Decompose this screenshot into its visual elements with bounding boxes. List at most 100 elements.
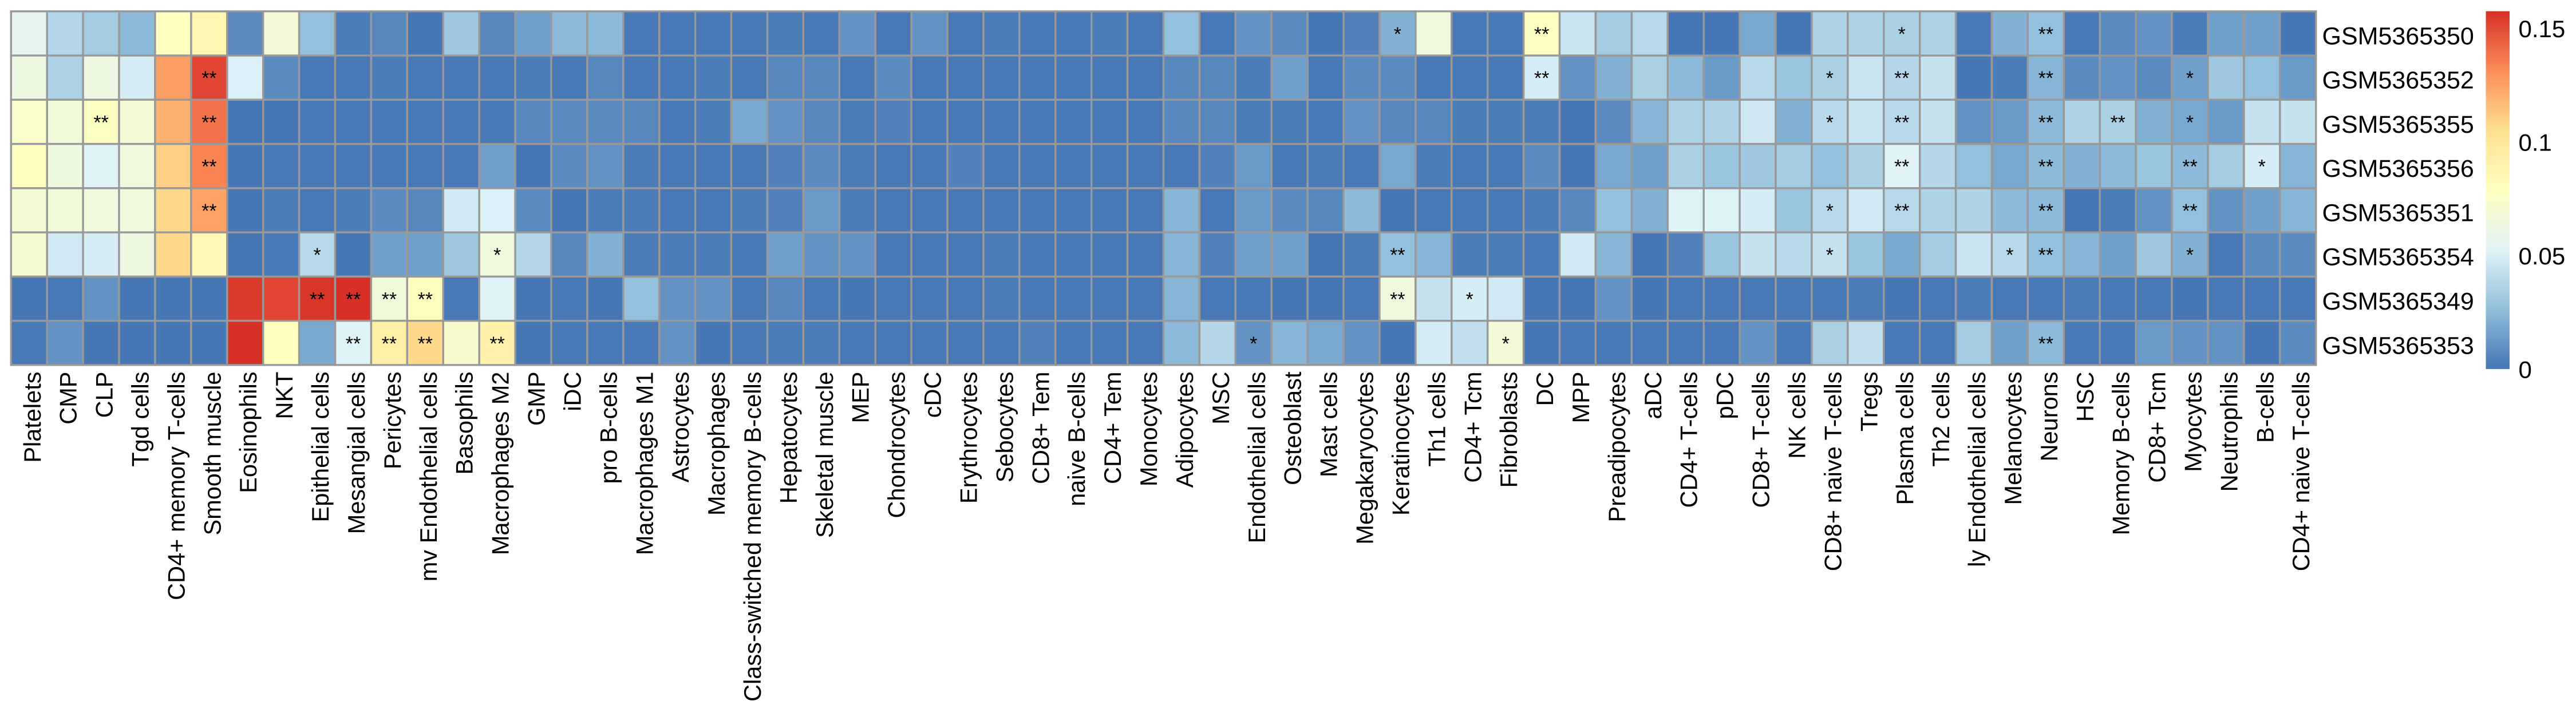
svg-text:*: * [2006, 244, 2013, 266]
svg-text:CD4+ memory T-cells: CD4+ memory T-cells [163, 372, 189, 600]
svg-text:*: * [2258, 156, 2266, 178]
svg-text:MPP: MPP [1567, 372, 1594, 423]
svg-text:Adipocytes: Adipocytes [1171, 372, 1198, 488]
svg-text:Endothelial cells: Endothelial cells [1243, 372, 1270, 544]
svg-text:*: * [1250, 333, 1257, 355]
svg-text:**: ** [489, 333, 504, 355]
svg-text:**: ** [202, 156, 216, 178]
svg-text:CD8+ naive T-cells: CD8+ naive T-cells [1819, 372, 1846, 572]
svg-text:**: ** [2038, 68, 2053, 89]
svg-text:CD4+ Tem: CD4+ Tem [1099, 372, 1126, 484]
svg-text:**: ** [1894, 68, 1909, 89]
svg-text:Smooth muscle: Smooth muscle [199, 372, 226, 536]
svg-text:Monocytes: Monocytes [1135, 372, 1162, 487]
svg-text:MEP: MEP [847, 372, 874, 423]
svg-text:CD8+ T-cells: CD8+ T-cells [1748, 372, 1775, 508]
svg-text:Platelets: Platelets [19, 372, 46, 463]
svg-text:pDC: pDC [1712, 372, 1739, 419]
svg-text:*: * [2186, 244, 2194, 266]
svg-text:MSC: MSC [1207, 372, 1234, 425]
svg-text:Osteoblast: Osteoblast [1279, 371, 1306, 485]
svg-text:**: ** [310, 289, 325, 311]
svg-text:*: * [313, 244, 321, 266]
svg-text:Class-switched memory B-cells: Class-switched memory B-cells [739, 372, 766, 702]
svg-text:CD8+ Tcm: CD8+ Tcm [2144, 372, 2171, 483]
svg-text:naive B-cells: naive B-cells [1063, 372, 1090, 506]
svg-text:pro B-cells: pro B-cells [595, 372, 622, 484]
svg-text:**: ** [2038, 244, 2053, 266]
svg-text:*: * [1826, 68, 1834, 89]
svg-text:**: ** [1390, 289, 1405, 311]
svg-text:**: ** [2038, 23, 2053, 45]
svg-text:*: * [2186, 112, 2194, 134]
svg-text:*: * [1466, 289, 1473, 311]
svg-text:Astrocytes: Astrocytes [667, 372, 694, 483]
svg-text:**: ** [1894, 200, 1909, 222]
svg-text:CD4+ Tcm: CD4+ Tcm [1459, 372, 1486, 483]
svg-text:**: ** [1894, 112, 1909, 134]
svg-text:**: ** [202, 112, 216, 134]
svg-text:0.05: 0.05 [2519, 243, 2566, 270]
svg-text:Neurons: Neurons [2036, 372, 2063, 462]
svg-text:GSM5365353: GSM5365353 [2322, 332, 2474, 359]
svg-text:*: * [493, 244, 501, 266]
svg-text:Memory B-cells: Memory B-cells [2108, 372, 2135, 536]
svg-text:**: ** [93, 112, 108, 134]
svg-text:**: ** [2182, 200, 2197, 222]
svg-text:GSM5365356: GSM5365356 [2322, 155, 2474, 183]
svg-text:CD4+ T-cells: CD4+ T-cells [1676, 372, 1702, 508]
svg-text:mv Endothelial cells: mv Endothelial cells [415, 372, 442, 582]
svg-text:**: ** [382, 333, 397, 355]
svg-text:Chondrocytes: Chondrocytes [883, 372, 910, 518]
svg-text:**: ** [1894, 156, 1909, 178]
svg-text:**: ** [346, 289, 361, 311]
svg-text:Tregs: Tregs [1855, 372, 1882, 432]
svg-text:Th2 cells: Th2 cells [1927, 372, 1954, 467]
svg-text:Eosinophils: Eosinophils [235, 372, 262, 493]
svg-text:GSM5365351: GSM5365351 [2322, 200, 2474, 227]
svg-text:GSM5365354: GSM5365354 [2322, 244, 2474, 271]
svg-text:**: ** [1390, 244, 1405, 266]
svg-text:Mesangial cells: Mesangial cells [343, 372, 370, 534]
svg-text:*: * [1502, 333, 1510, 355]
svg-text:Macrophages M2: Macrophages M2 [487, 372, 514, 556]
svg-text:**: ** [202, 200, 216, 222]
svg-text:Neutrophils: Neutrophils [2215, 372, 2242, 492]
svg-text:Myocytes: Myocytes [2180, 372, 2207, 472]
svg-text:**: ** [202, 68, 216, 89]
svg-text:CD8+ Tem: CD8+ Tem [1027, 372, 1054, 484]
svg-text:**: ** [2038, 333, 2053, 355]
svg-text:Th1 cells: Th1 cells [1423, 372, 1450, 467]
svg-text:*: * [1898, 23, 1906, 45]
svg-text:Epithelial cells: Epithelial cells [307, 372, 334, 522]
svg-text:Macrophages: Macrophages [703, 372, 730, 516]
svg-text:**: ** [2182, 156, 2197, 178]
svg-text:NKT: NKT [271, 372, 298, 419]
svg-text:0.15: 0.15 [2519, 15, 2566, 42]
svg-text:aDC: aDC [1639, 372, 1666, 419]
svg-text:GSM5365350: GSM5365350 [2322, 22, 2474, 50]
svg-text:**: ** [2038, 112, 2053, 134]
svg-text:Hepatocytes: Hepatocytes [775, 372, 802, 504]
svg-text:iDC: iDC [559, 372, 586, 411]
svg-text:GMP: GMP [523, 372, 550, 426]
svg-text:*: * [1394, 23, 1401, 45]
svg-text:B-cells: B-cells [2251, 372, 2278, 443]
svg-text:cDC: cDC [919, 372, 946, 418]
svg-text:Mast cells: Mast cells [1315, 372, 1342, 477]
svg-text:Skeletal muscle: Skeletal muscle [811, 372, 838, 538]
svg-text:*: * [1826, 112, 1834, 134]
svg-text:NK cells: NK cells [1784, 372, 1811, 459]
svg-text:0: 0 [2519, 356, 2532, 383]
svg-text:**: ** [418, 333, 433, 355]
svg-text:**: ** [2038, 200, 2053, 222]
svg-text:Basophils: Basophils [451, 372, 478, 475]
svg-text:Melanocytes: Melanocytes [2000, 372, 2026, 505]
svg-text:CD4+ naive T-cells: CD4+ naive T-cells [2287, 372, 2314, 572]
svg-text:Preadipocytes: Preadipocytes [1603, 372, 1630, 522]
svg-text:GSM5365355: GSM5365355 [2322, 111, 2474, 138]
svg-text:Keratinocytes: Keratinocytes [1387, 372, 1414, 516]
svg-text:Macrophages M1: Macrophages M1 [631, 372, 658, 556]
svg-text:CMP: CMP [55, 372, 82, 425]
svg-text:Pericytes: Pericytes [379, 372, 406, 470]
